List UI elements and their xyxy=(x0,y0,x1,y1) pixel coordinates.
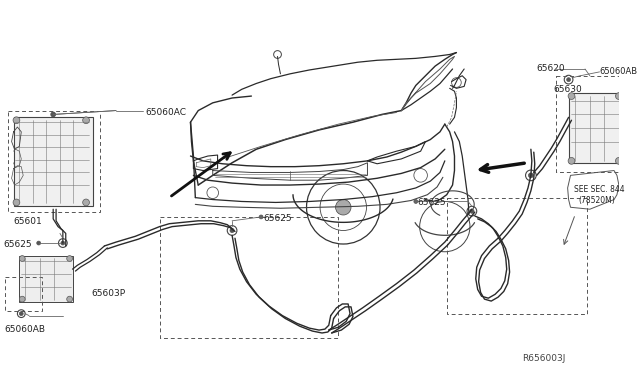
Text: 65601: 65601 xyxy=(13,217,42,226)
Circle shape xyxy=(51,112,55,116)
Bar xyxy=(5,277,42,311)
Bar xyxy=(447,198,587,314)
Circle shape xyxy=(67,256,72,262)
Text: 65620: 65620 xyxy=(537,64,565,73)
Bar xyxy=(556,76,624,173)
Circle shape xyxy=(414,199,418,203)
Circle shape xyxy=(61,241,65,245)
Circle shape xyxy=(67,296,72,302)
Circle shape xyxy=(470,209,474,213)
Text: 65603P: 65603P xyxy=(92,289,126,298)
Circle shape xyxy=(568,157,575,164)
Circle shape xyxy=(335,199,351,215)
Bar xyxy=(19,256,72,302)
Bar xyxy=(568,93,622,163)
Circle shape xyxy=(616,157,622,164)
Circle shape xyxy=(566,78,570,81)
Circle shape xyxy=(36,241,40,245)
Circle shape xyxy=(259,215,263,219)
Text: 65060AB: 65060AB xyxy=(5,325,46,334)
Text: R656003J: R656003J xyxy=(522,354,566,363)
Circle shape xyxy=(83,117,90,124)
Bar xyxy=(13,117,93,206)
Circle shape xyxy=(13,199,20,206)
Circle shape xyxy=(529,173,533,178)
Text: 65625: 65625 xyxy=(3,240,31,249)
Circle shape xyxy=(19,296,25,302)
Text: 65060AC: 65060AC xyxy=(145,108,186,117)
Text: (78520M): (78520M) xyxy=(579,196,615,205)
Text: 65625: 65625 xyxy=(263,214,292,223)
Text: SEE SEC. 844: SEE SEC. 844 xyxy=(574,185,625,194)
Text: 65630: 65630 xyxy=(553,86,582,94)
Circle shape xyxy=(19,312,23,315)
Circle shape xyxy=(616,93,622,99)
Circle shape xyxy=(83,199,90,206)
Circle shape xyxy=(19,256,25,262)
Circle shape xyxy=(230,228,234,232)
Bar xyxy=(8,110,100,212)
Text: 65060AB: 65060AB xyxy=(600,67,637,76)
Circle shape xyxy=(13,117,20,124)
Text: 65625: 65625 xyxy=(418,198,446,206)
Circle shape xyxy=(568,93,575,99)
Bar xyxy=(159,217,339,338)
Circle shape xyxy=(51,112,56,117)
